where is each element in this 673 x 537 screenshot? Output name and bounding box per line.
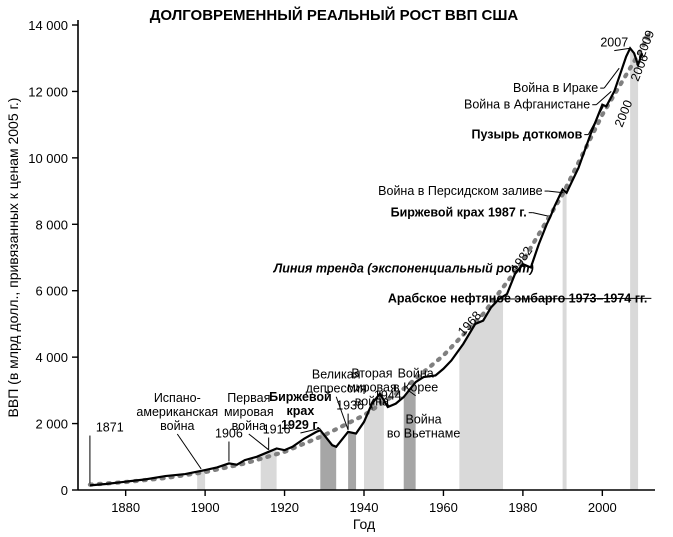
- svg-text:американская: американская: [136, 405, 218, 419]
- shade-gulf: [563, 189, 567, 490]
- y-tick-12000: 12 000: [28, 84, 68, 99]
- shade-gd36: [348, 432, 356, 490]
- svg-text:Война: Война: [406, 413, 442, 427]
- svg-text:мировая: мировая: [347, 381, 397, 395]
- svg-text:война: война: [160, 419, 194, 433]
- gdp-chart: ДОЛГОВРЕМЕННЫЙ РЕАЛЬНЫЙ РОСТ ВВП США 0 2 0…: [0, 0, 673, 537]
- svg-text:Война: Война: [398, 367, 434, 381]
- ann-iraq: Война в Ираке: [513, 81, 598, 95]
- ann-gulf: Война в Персидском заливе: [378, 184, 542, 198]
- y-tick-6000: 6 000: [35, 284, 68, 299]
- y-tick-0: 0: [61, 483, 68, 498]
- x-tick-2000: 2000: [588, 500, 617, 515]
- ann-afghan: Война в Афганистане: [464, 98, 590, 112]
- svg-text:крах: крах: [287, 404, 315, 418]
- x-axis-label: Год: [353, 516, 375, 532]
- svg-text:Вторая: Вторая: [351, 367, 392, 381]
- shade-gfc: [630, 48, 638, 490]
- x-tick-1900: 1900: [191, 500, 220, 515]
- leader-embargo: [499, 298, 651, 299]
- x-tick-1920: 1920: [270, 500, 299, 515]
- x-tick-1960: 1960: [429, 500, 458, 515]
- x-tick-1980: 1980: [508, 500, 537, 515]
- y-tick-8000: 8 000: [35, 217, 68, 232]
- svg-text:в Корее: в Корее: [393, 381, 438, 395]
- ann-dotcom: Пузырь доткомов: [471, 128, 582, 142]
- y-tick-10000: 10 000: [28, 151, 68, 166]
- year-marker-2007: 2007: [600, 36, 628, 50]
- x-tick-1940: 1940: [350, 500, 379, 515]
- svg-text:во Вьетнаме: во Вьетнаме: [387, 427, 460, 441]
- svg-text:мировая: мировая: [224, 405, 274, 419]
- y-tick-2000: 2 000: [35, 417, 68, 432]
- svg-text:Испано-: Испано-: [154, 391, 201, 405]
- svg-text:война: война: [232, 419, 266, 433]
- trend-label: Линия тренда (экспоненциальный рост): [273, 261, 534, 275]
- y-axis-label: ВВП (в млрд долл., привязанных к ценам 2…: [5, 98, 21, 418]
- chart-title: ДОЛГОВРЕМЕННЫЙ РЕАЛЬНЫЙ РОСТ ВВП США: [150, 6, 519, 24]
- x-tick-1880: 1880: [111, 500, 140, 515]
- y-tick-4000: 4 000: [35, 350, 68, 365]
- ann-crash87: Биржевой крах 1987 г.: [391, 206, 527, 220]
- y-tick-14000: 14 000: [28, 18, 68, 33]
- year-marker-1871: 1871: [96, 421, 124, 435]
- svg-text:Первая: Первая: [227, 391, 270, 405]
